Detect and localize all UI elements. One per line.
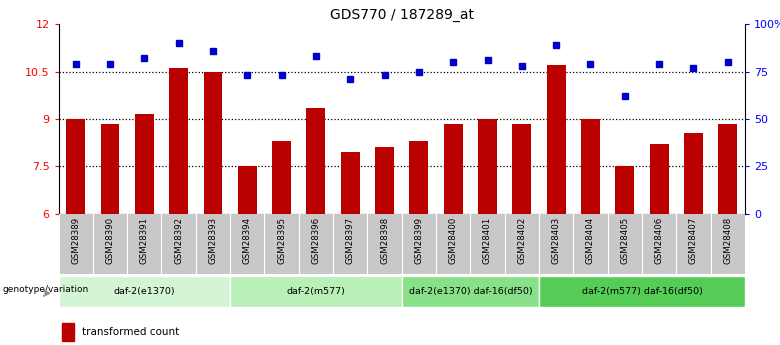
- Text: GSM28402: GSM28402: [517, 217, 526, 264]
- Text: GSM28397: GSM28397: [346, 217, 355, 264]
- Bar: [169, 68, 188, 214]
- Bar: [62, 323, 74, 341]
- Text: GSM28394: GSM28394: [243, 217, 252, 264]
- Bar: [230, 276, 402, 307]
- Text: genotype/variation: genotype/variation: [3, 285, 89, 294]
- Title: GDS770 / 187289_at: GDS770 / 187289_at: [330, 8, 473, 22]
- Text: GSM28392: GSM28392: [174, 217, 183, 264]
- Bar: [238, 167, 257, 214]
- Text: GSM28398: GSM28398: [380, 217, 389, 264]
- Bar: [650, 144, 668, 214]
- Bar: [718, 124, 737, 214]
- Text: transformed count: transformed count: [82, 327, 179, 337]
- Text: GSM28391: GSM28391: [140, 217, 149, 264]
- Text: daf-2(m577) daf-16(df50): daf-2(m577) daf-16(df50): [582, 287, 702, 296]
- Text: daf-2(m577): daf-2(m577): [286, 287, 346, 296]
- Bar: [478, 119, 497, 214]
- Bar: [547, 65, 566, 214]
- Bar: [539, 276, 745, 307]
- Text: GSM28389: GSM28389: [71, 217, 80, 264]
- Bar: [581, 119, 600, 214]
- Text: GSM28405: GSM28405: [620, 217, 629, 264]
- Text: GSM28395: GSM28395: [277, 217, 286, 264]
- Bar: [101, 124, 119, 214]
- Text: GSM28396: GSM28396: [311, 217, 321, 264]
- Bar: [615, 167, 634, 214]
- Text: GSM28399: GSM28399: [414, 217, 424, 264]
- Text: GSM28406: GSM28406: [654, 217, 664, 264]
- Bar: [66, 119, 85, 214]
- Bar: [272, 141, 291, 214]
- Text: GSM28400: GSM28400: [448, 217, 458, 264]
- Bar: [444, 124, 463, 214]
- Text: daf-2(e1370): daf-2(e1370): [113, 287, 176, 296]
- Text: daf-2(e1370) daf-16(df50): daf-2(e1370) daf-16(df50): [409, 287, 532, 296]
- Text: GSM28401: GSM28401: [483, 217, 492, 264]
- Text: GSM28408: GSM28408: [723, 217, 732, 264]
- Bar: [375, 148, 394, 214]
- Text: GSM28407: GSM28407: [689, 217, 698, 264]
- Bar: [402, 276, 539, 307]
- Text: GSM28390: GSM28390: [105, 217, 115, 264]
- Bar: [307, 108, 325, 214]
- Bar: [341, 152, 360, 214]
- Bar: [135, 114, 154, 214]
- Text: GSM28393: GSM28393: [208, 217, 218, 264]
- Bar: [58, 276, 230, 307]
- Bar: [512, 124, 531, 214]
- Text: GSM28404: GSM28404: [586, 217, 595, 264]
- Bar: [204, 71, 222, 214]
- Text: GSM28403: GSM28403: [551, 217, 561, 264]
- Bar: [684, 133, 703, 214]
- Bar: [410, 141, 428, 214]
